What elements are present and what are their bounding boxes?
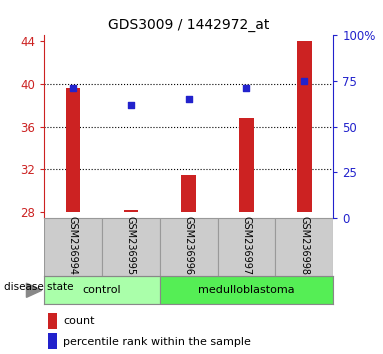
Bar <box>102 218 160 276</box>
Text: GSM236998: GSM236998 <box>299 216 309 275</box>
Bar <box>297 41 311 212</box>
Bar <box>239 118 254 212</box>
Bar <box>160 276 333 304</box>
Bar <box>218 218 275 276</box>
Text: GSM236994: GSM236994 <box>68 216 78 275</box>
Bar <box>160 218 218 276</box>
Text: percentile rank within the sample: percentile rank within the sample <box>63 337 251 347</box>
Bar <box>48 313 57 329</box>
Text: GSM236997: GSM236997 <box>241 216 252 275</box>
Bar <box>44 218 102 276</box>
Text: count: count <box>63 316 95 326</box>
Polygon shape <box>26 283 42 297</box>
Bar <box>275 218 333 276</box>
Bar <box>66 88 80 212</box>
Text: medulloblastoma: medulloblastoma <box>198 285 295 295</box>
Bar <box>44 276 160 304</box>
Bar <box>182 175 196 212</box>
Point <box>185 96 192 102</box>
Text: disease state: disease state <box>4 282 73 292</box>
Bar <box>124 210 138 212</box>
Text: control: control <box>83 285 121 295</box>
Point <box>70 85 76 91</box>
Title: GDS3009 / 1442972_at: GDS3009 / 1442972_at <box>108 18 269 32</box>
Bar <box>48 333 57 349</box>
Point <box>301 78 307 84</box>
Text: GSM236996: GSM236996 <box>183 216 194 275</box>
Text: GSM236995: GSM236995 <box>126 216 136 275</box>
Point <box>128 102 134 108</box>
Point <box>244 85 250 91</box>
